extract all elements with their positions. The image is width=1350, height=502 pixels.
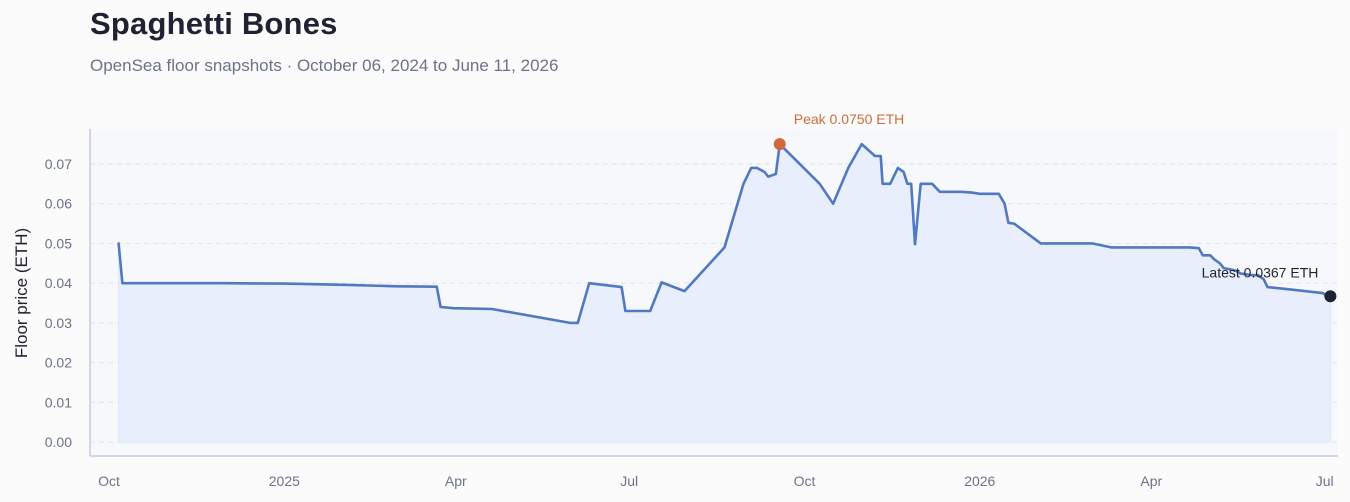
line-path	[117, 142, 1332, 325]
y-tick-labels: 0.00 0.01 0.02 0.03 0.04 0.05 0.06 0.07	[45, 156, 72, 450]
x-tick-label: Jul	[620, 473, 638, 489]
chart-subtitle: OpenSea floor snapshots · October 06, 20…	[90, 56, 559, 75]
y-tick-label: 0.04	[45, 275, 72, 291]
y-tick-label: 0.05	[45, 235, 72, 251]
x-tick-label: Apr	[445, 473, 467, 489]
x-tick-label: Apr	[1140, 473, 1162, 489]
y-tick-label: 0.07	[45, 156, 72, 172]
x-tick-label: 2026	[964, 473, 995, 489]
x-tick-label: Jul	[1316, 473, 1334, 489]
chart-title: Spaghetti Bones	[90, 6, 338, 41]
x-tick-labels: Oct 2025 Apr Jul Oct 2026 Apr Jul	[98, 473, 1333, 489]
peak-marker	[773, 138, 786, 151]
x-tick-label: Oct	[794, 473, 816, 489]
latest-label: Latest 0.0367 ETH	[1202, 264, 1319, 280]
x-tick-label: 2025	[269, 473, 300, 489]
annotations: Peak 0.0750 ETH Latest 0.0367 ETH	[773, 111, 1337, 303]
latest-marker	[1324, 290, 1337, 303]
axes	[89, 129, 1338, 457]
y-tick-label: 0.06	[45, 196, 72, 212]
y-tick-label: 0.01	[45, 394, 72, 410]
x-tick-label: Oct	[98, 473, 120, 489]
y-axis-label: Floor price (ETH)	[12, 228, 31, 358]
y-tick-label: 0.03	[45, 315, 72, 331]
series-line	[117, 142, 1332, 325]
y-tick-label: 0.02	[45, 355, 72, 371]
y-tick-label: 0.00	[45, 434, 72, 450]
peak-label: Peak 0.0750 ETH	[794, 111, 905, 127]
